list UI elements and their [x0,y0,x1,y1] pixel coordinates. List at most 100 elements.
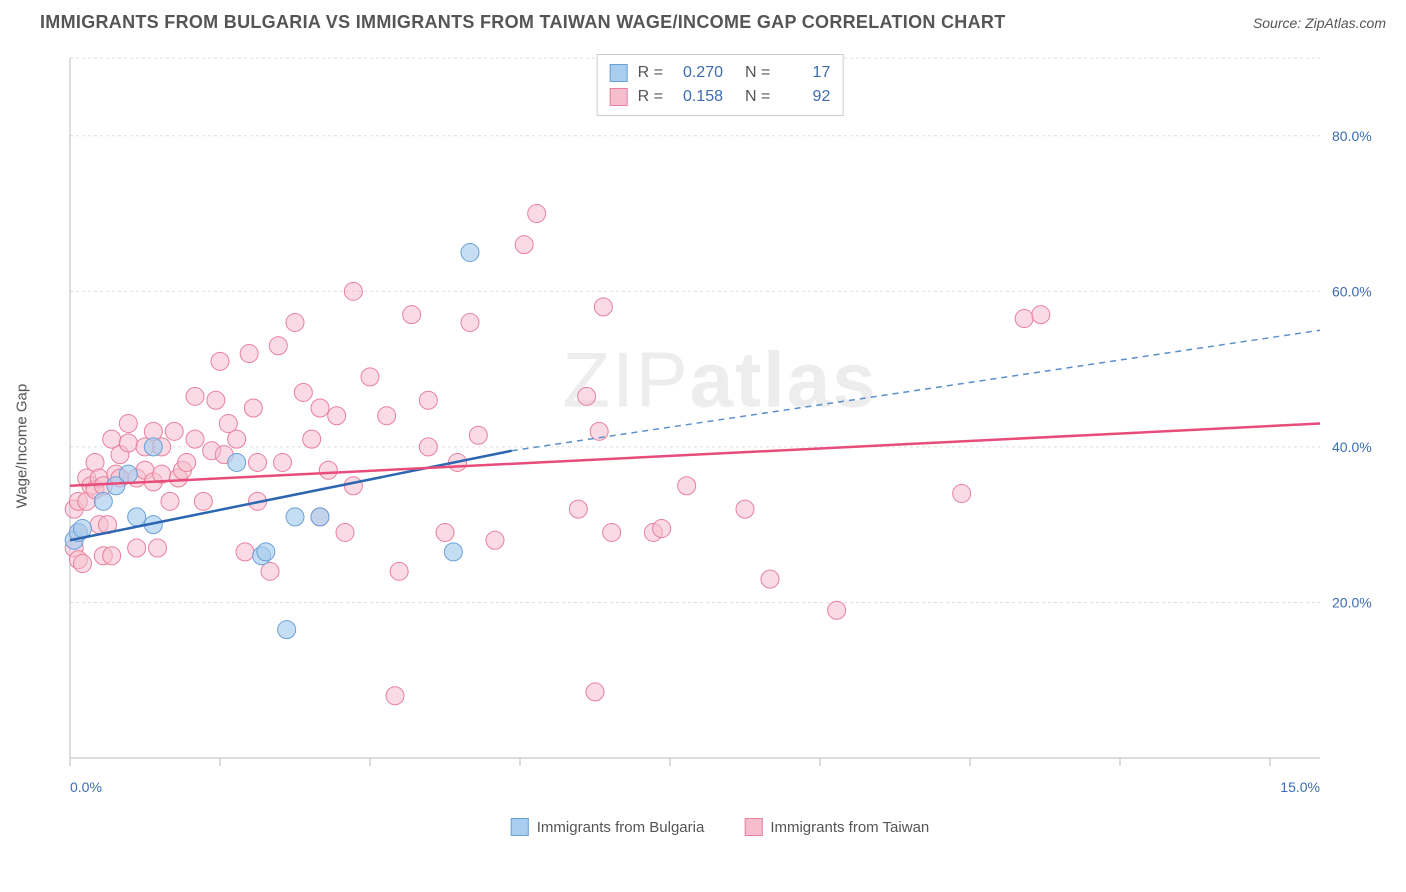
legend-swatch [744,818,762,836]
data-point [269,337,287,355]
data-point [486,531,504,549]
data-point [294,383,312,401]
data-point [828,601,846,619]
data-point [328,407,346,425]
y-tick-label: 20.0% [1332,594,1372,610]
data-point [74,555,92,573]
data-point [528,205,546,223]
stat-n-label: N = [745,61,770,85]
stat-r-label: R = [638,85,663,109]
legend-swatch [610,88,628,106]
legend-stat-row: R = 0.270 N = 17 [610,61,831,85]
data-point [403,306,421,324]
data-point [419,391,437,409]
y-tick-label: 40.0% [1332,439,1372,455]
data-point [336,523,354,541]
data-point [74,520,92,538]
data-point [94,492,112,510]
data-point [1032,306,1050,324]
data-point [419,438,437,456]
data-point [594,298,612,316]
stat-r-value: 0.158 [673,85,723,109]
data-point [344,282,362,300]
chart-area: ZIPatlas 20.0%40.0%60.0%80.0%0.0%15.0% R… [60,48,1380,838]
data-point [186,430,204,448]
data-point [444,543,462,561]
y-axis-label: Wage/Income Gap [14,384,31,509]
source-attribution: Source: ZipAtlas.com [1253,15,1386,31]
data-point [194,492,212,510]
data-point [515,236,533,254]
data-point [178,453,196,471]
chart-container: IMMIGRANTS FROM BULGARIA VS IMMIGRANTS F… [0,0,1406,892]
data-point [249,453,267,471]
legend-label: Immigrants from Bulgaria [537,819,705,836]
y-tick-label: 80.0% [1332,128,1372,144]
data-point [311,399,329,417]
data-point [761,570,779,588]
scatter-plot: 20.0% 40.0% 60.0% 80.0% 0.0% 15.0% [60,48,1380,838]
data-point [165,422,183,440]
data-point [286,508,304,526]
data-point [319,461,337,479]
data-point [390,562,408,580]
legend-swatch [511,818,529,836]
data-point [578,387,596,405]
legend-item: Immigrants from Bulgaria [511,818,705,836]
data-point [461,243,479,261]
data-point [278,621,296,639]
data-point [128,508,146,526]
data-point [240,345,258,363]
data-point [461,313,479,331]
data-point [186,387,204,405]
series-legend: Immigrants from Bulgaria Immigrants from … [511,818,930,836]
data-point [236,543,254,561]
data-point [436,523,454,541]
data-point [211,352,229,370]
data-point [378,407,396,425]
data-point [1015,310,1033,328]
data-point [228,453,246,471]
data-point [603,523,621,541]
x-tick-label: 15.0% [1280,779,1320,795]
legend-item: Immigrants from Taiwan [744,818,929,836]
data-point [244,399,262,417]
legend-swatch [610,64,628,82]
data-point [286,313,304,331]
legend-stat-row: R = 0.158 N = 92 [610,85,831,109]
data-point [653,520,671,538]
data-point [103,547,121,565]
stat-n-value: 92 [780,85,830,109]
data-point [144,438,162,456]
data-point [119,465,137,483]
data-point [274,453,292,471]
legend-label: Immigrants from Taiwan [770,819,929,836]
data-point [311,508,329,526]
title-bar: IMMIGRANTS FROM BULGARIA VS IMMIGRANTS F… [0,0,1406,41]
data-point [161,492,179,510]
data-point [361,368,379,386]
data-point [469,426,487,444]
data-point [953,485,971,503]
stat-n-value: 17 [780,61,830,85]
data-point [386,687,404,705]
data-point [119,415,137,433]
data-point [128,539,146,557]
x-tick-label: 0.0% [70,779,102,795]
y-tick-label: 60.0% [1332,283,1372,299]
data-point [586,683,604,701]
data-point [228,430,246,448]
stat-r-value: 0.270 [673,61,723,85]
data-point [207,391,225,409]
data-point [257,543,275,561]
data-point [119,434,137,452]
data-point [678,477,696,495]
data-point [569,500,587,518]
correlation-legend-box: R = 0.270 N = 17 R = 0.158 N = 92 [597,54,844,116]
chart-title: IMMIGRANTS FROM BULGARIA VS IMMIGRANTS F… [40,12,1006,33]
stat-n-label: N = [745,85,770,109]
trend-line-extended [512,330,1320,451]
data-point [303,430,321,448]
data-point [149,539,167,557]
stat-r-label: R = [638,61,663,85]
